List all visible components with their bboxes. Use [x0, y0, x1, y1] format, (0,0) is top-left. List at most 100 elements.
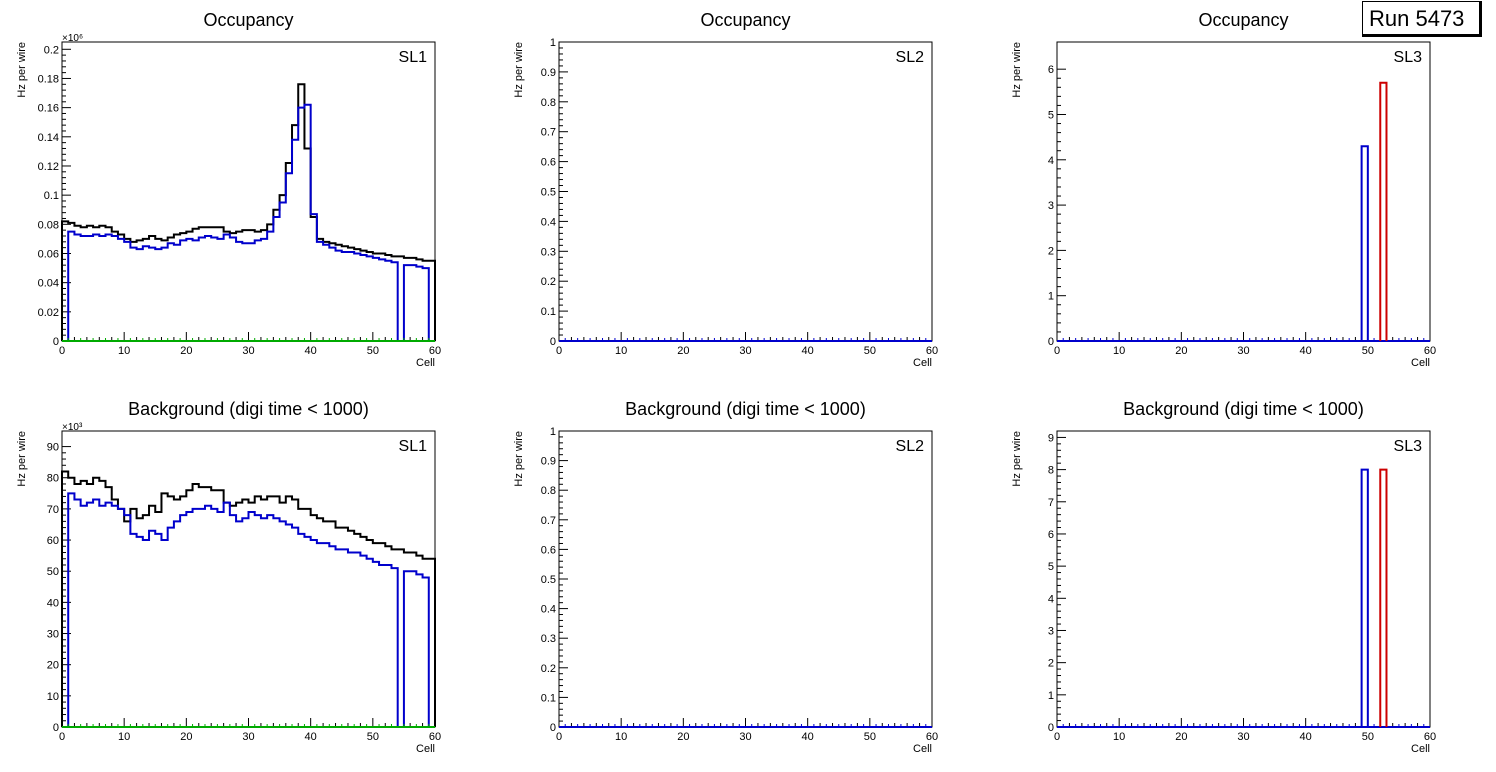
y-axis-title: Hz per wire: [1011, 42, 1023, 98]
y-tick-label: 4: [1048, 593, 1054, 605]
x-axis-title: Cell: [1411, 357, 1430, 369]
x-tick-label: 60: [429, 345, 441, 357]
y-tick-label: 80: [47, 473, 59, 485]
x-tick-label: 40: [1300, 731, 1312, 743]
x-axis-title: Cell: [913, 743, 932, 755]
y-axis-title: Hz per wire: [16, 42, 28, 98]
x-axis-title: Cell: [416, 743, 435, 755]
y-tick-label: 9: [1048, 432, 1054, 444]
x-tick-label: 0: [59, 731, 65, 743]
y-tick-label: 0.4: [541, 604, 556, 616]
y-tick-label: 0.2: [541, 276, 556, 288]
x-tick-label: 0: [556, 345, 562, 357]
run-label-box: Run 5473: [1362, 1, 1482, 37]
y-tick-label: 0: [53, 722, 59, 734]
y-tick-label: 0.7: [541, 515, 556, 527]
y-tick-label: 7: [1048, 497, 1054, 509]
y-tick-label: 5: [1048, 109, 1054, 121]
x-tick-label: 40: [305, 345, 317, 357]
axis-exponent: ×10³: [62, 422, 83, 433]
y-tick-label: 30: [47, 629, 59, 641]
y-tick-label: 1: [1048, 690, 1054, 702]
y-tick-label: 0: [1048, 722, 1054, 734]
histogram-panel-1: Occupancy 0 0.02 0.04 0.06 0.08 0.1 0.12 0.14 0.1…: [16, 10, 441, 369]
y-tick-label: 0: [550, 336, 556, 348]
x-tick-label: 0: [1054, 731, 1060, 743]
y-tick-label: 0.7: [541, 127, 556, 139]
y-tick-label: 0.12: [38, 161, 59, 173]
y-tick-label: 2: [1048, 245, 1054, 257]
y-tick-label: 70: [47, 504, 59, 516]
x-tick-label: 30: [1237, 345, 1249, 357]
panel-title: Occupancy: [203, 10, 293, 30]
x-tick-label: 10: [1113, 345, 1125, 357]
panel-title: Occupancy: [700, 10, 790, 30]
plot-frame: [1056, 41, 1431, 342]
x-tick-label: 0: [1054, 345, 1060, 357]
y-tick-label: 0.08: [38, 219, 59, 231]
y-tick-label: 6: [1048, 529, 1054, 541]
series-total: [61, 83, 436, 341]
x-tick-label: 0: [556, 731, 562, 743]
x-tick-label: 20: [677, 345, 689, 357]
x-tick-label: 40: [802, 345, 814, 357]
superlayer-label: SL3: [1394, 49, 1423, 66]
y-tick-label: 0.5: [541, 187, 556, 199]
x-tick-label: 40: [1300, 345, 1312, 357]
y-tick-label: 0.8: [541, 485, 556, 497]
x-tick-label: 40: [802, 731, 814, 743]
y-tick-label: 20: [47, 660, 59, 672]
x-tick-label: 50: [864, 731, 876, 743]
x-tick-label: 50: [367, 345, 379, 357]
y-tick-label: 0.02: [38, 307, 59, 319]
histogram-panel-5: Background (digi time < 1000) 0 0.1 0.2 0.3 0…: [513, 399, 938, 755]
y-tick-label: 0.3: [541, 246, 556, 258]
superlayer-label: SL2: [896, 438, 925, 455]
x-tick-label: 60: [429, 731, 441, 743]
x-tick-label: 20: [180, 731, 192, 743]
y-tick-label: 4: [1048, 155, 1054, 167]
superlayer-label: SL1: [399, 49, 428, 66]
y-tick-label: 3: [1048, 200, 1054, 212]
y-tick-label: 1: [550, 426, 556, 438]
y-axis-title: Hz per wire: [513, 42, 525, 98]
panel-title: Background (digi time < 1000): [1123, 399, 1364, 419]
peak-bin-matched: [1360, 468, 1369, 727]
y-tick-label: 0.9: [541, 456, 556, 468]
x-tick-label: 30: [739, 731, 751, 743]
x-tick-label: 20: [677, 731, 689, 743]
y-tick-label: 0.04: [38, 278, 59, 290]
y-tick-label: 0.06: [38, 248, 59, 260]
peak-bin-total: [1379, 468, 1388, 727]
y-tick-label: 0.2: [541, 663, 556, 675]
x-tick-label: 30: [739, 345, 751, 357]
plot-frame: [558, 430, 933, 728]
y-tick-label: 0.2: [44, 44, 59, 56]
plot-frame: [61, 41, 436, 342]
y-tick-label: 0.3: [541, 633, 556, 645]
y-tick-label: 90: [47, 442, 59, 454]
y-tick-label: 0: [1048, 336, 1054, 348]
histogram-panel-4: Background (digi time < 1000) 0 10 20 30 40 50…: [16, 399, 441, 755]
y-axis-title: Hz per wire: [513, 431, 525, 487]
y-tick-label: 0.9: [541, 67, 556, 79]
y-tick-label: 0.16: [38, 103, 59, 115]
y-tick-label: 60: [47, 535, 59, 547]
x-axis-title: Cell: [913, 357, 932, 369]
y-tick-label: 5: [1048, 561, 1054, 573]
y-tick-label: 0: [53, 336, 59, 348]
x-axis-title: Cell: [1411, 743, 1430, 755]
x-tick-label: 50: [864, 345, 876, 357]
y-tick-label: 8: [1048, 465, 1054, 477]
panel-title: Background (digi time < 1000): [128, 399, 369, 419]
x-tick-label: 60: [926, 731, 938, 743]
y-tick-label: 1: [550, 37, 556, 49]
x-tick-label: 10: [118, 731, 130, 743]
y-tick-label: 0.6: [541, 544, 556, 556]
y-tick-label: 0.18: [38, 73, 59, 85]
y-axis-title: Hz per wire: [1011, 431, 1023, 487]
peak-bin-matched: [1360, 145, 1369, 341]
x-tick-label: 60: [1424, 345, 1436, 357]
x-tick-label: 20: [1175, 345, 1187, 357]
